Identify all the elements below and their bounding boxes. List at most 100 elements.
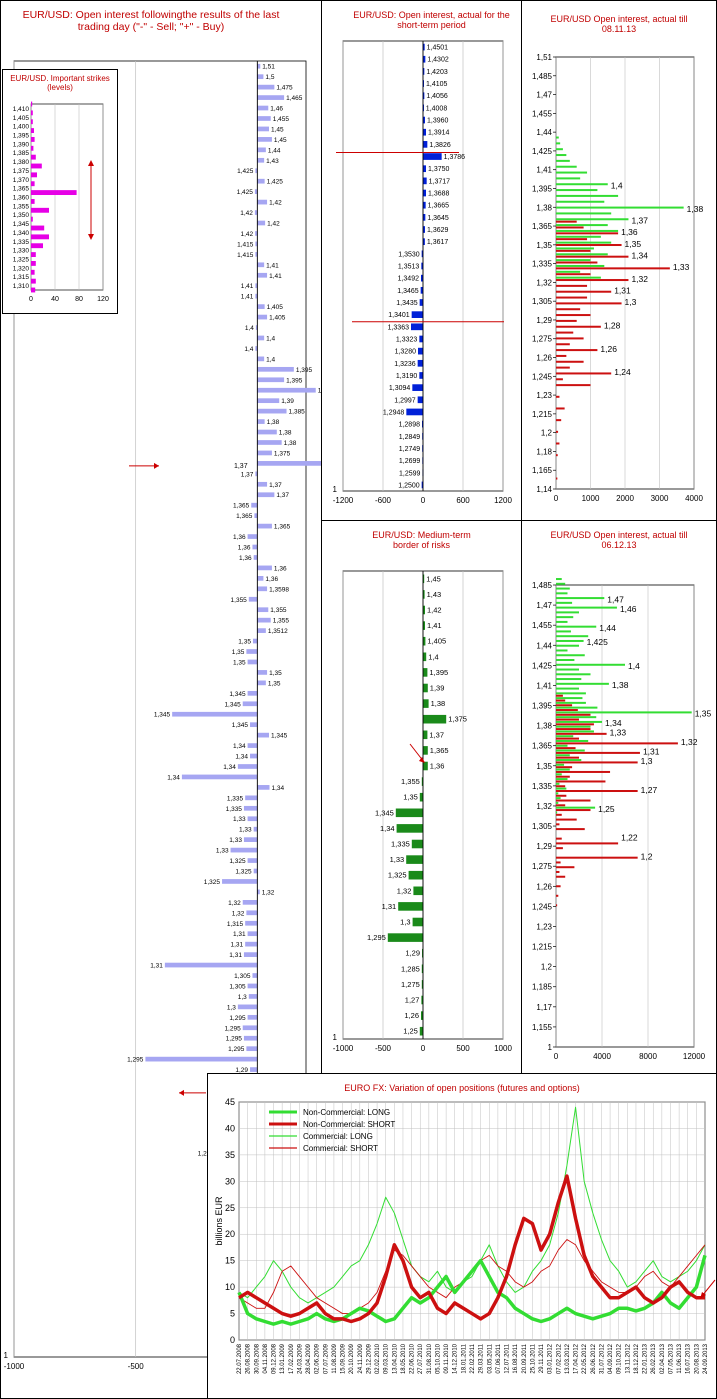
y-tick-label: 1,380 bbox=[13, 159, 30, 166]
y-tick-label: 1,385 bbox=[13, 150, 30, 157]
y-tick-label: 1,41 bbox=[536, 166, 552, 175]
y-tick-label: 15 bbox=[225, 1256, 235, 1266]
call-bar bbox=[556, 601, 573, 604]
bar bbox=[254, 189, 258, 194]
arrow-head bbox=[419, 757, 425, 763]
x-tick-label: 31.08.2010 bbox=[427, 1343, 433, 1374]
y-tick-label: 1,455 bbox=[532, 621, 553, 630]
y-tick-label: 1,245 bbox=[532, 902, 553, 911]
bar bbox=[423, 141, 428, 148]
bar bbox=[423, 652, 427, 662]
call-bar bbox=[556, 801, 559, 804]
bar-label: 1,355 bbox=[270, 607, 287, 614]
put-bar bbox=[556, 314, 591, 317]
bar bbox=[257, 617, 271, 623]
bar-label: 1,34 bbox=[380, 824, 395, 833]
call-bar bbox=[556, 754, 570, 757]
bar bbox=[246, 1046, 258, 1052]
bar bbox=[257, 576, 264, 581]
bar-label: 1,4 bbox=[244, 346, 253, 353]
bar bbox=[31, 190, 77, 196]
bar-label: 1,3 bbox=[238, 994, 247, 1001]
bar-label: 1,295 bbox=[229, 1015, 246, 1022]
y-tick-label: 1,47 bbox=[536, 91, 552, 100]
x-tick-label: 09.10.2012 bbox=[617, 1343, 623, 1374]
bar bbox=[257, 387, 316, 393]
bar bbox=[257, 116, 271, 121]
bar-label: 1,42 bbox=[269, 200, 282, 207]
bar-label: 1,44 bbox=[599, 623, 616, 633]
bar-label: 1,4008 bbox=[426, 105, 448, 112]
x-tick-label: 30.09.2008 bbox=[254, 1343, 260, 1374]
bar bbox=[257, 157, 265, 163]
bar-label: 1,34 bbox=[235, 754, 248, 761]
arrow-head bbox=[154, 462, 159, 469]
y-tick-label: 1,365 bbox=[532, 742, 553, 751]
bar bbox=[31, 101, 33, 107]
bar-label: 1,3786 bbox=[444, 154, 466, 161]
bar-label: 1,4203 bbox=[426, 69, 448, 76]
bar bbox=[247, 931, 258, 937]
bar-label: 1,3465 bbox=[397, 288, 419, 295]
bar-label: 1,35 bbox=[232, 649, 245, 656]
call-bar bbox=[556, 616, 574, 619]
bar-label: 1,46 bbox=[270, 106, 283, 113]
bar-label: 1,375 bbox=[274, 450, 291, 457]
x-tick-label: 11.08.2009 bbox=[332, 1343, 338, 1373]
bar bbox=[257, 419, 265, 424]
bar-label: 1,315 bbox=[227, 921, 244, 928]
bar-label: 1,42 bbox=[240, 231, 253, 238]
bar-label: 1,34 bbox=[223, 764, 236, 771]
y-tick-label: 1,41 bbox=[536, 681, 552, 690]
bar bbox=[423, 128, 426, 136]
bar-label: 1,335 bbox=[391, 840, 410, 849]
chart-oi-06-12-13: 0 4000 8000 12000 1,485 1,47 1,455 1,44 1,425 1,4… bbox=[532, 578, 712, 1061]
bar-label: 1,385 bbox=[289, 409, 306, 416]
put-bar bbox=[556, 761, 638, 764]
bar bbox=[257, 408, 287, 414]
x-tick-label: 8000 bbox=[639, 1052, 657, 1061]
bar bbox=[257, 178, 265, 184]
bar bbox=[251, 502, 258, 508]
y-tick-label: 1,32 bbox=[536, 802, 552, 811]
bar-label: 1,3435 bbox=[396, 300, 418, 307]
bar bbox=[417, 359, 423, 367]
call-bar bbox=[556, 673, 591, 676]
call-bar bbox=[556, 270, 581, 273]
call-bar bbox=[556, 663, 625, 666]
bar-label: 1,325 bbox=[388, 871, 407, 880]
y-tick-label: 1,315 bbox=[13, 274, 30, 281]
y-tick-label: 1,51 bbox=[536, 53, 552, 62]
bar bbox=[243, 952, 258, 957]
put-bar bbox=[556, 349, 598, 352]
bar bbox=[257, 670, 268, 675]
put-bar bbox=[556, 244, 622, 247]
bar-label: 1,41 bbox=[241, 294, 254, 301]
bar-label: 1,345 bbox=[229, 691, 246, 698]
bar bbox=[255, 471, 258, 477]
bar-label: 1,51 bbox=[262, 64, 275, 71]
put-bar bbox=[556, 255, 629, 258]
bar-label: 1,275 bbox=[401, 980, 420, 989]
bar bbox=[247, 1014, 258, 1020]
bar-label: 1,37 bbox=[631, 215, 648, 225]
put-bar bbox=[556, 742, 678, 745]
bar bbox=[423, 683, 428, 693]
y-axis-label: billions EUR bbox=[214, 1196, 224, 1246]
put-bar bbox=[556, 354, 567, 357]
x-tick-label: 40 bbox=[51, 296, 59, 303]
bar-label: 1,4 bbox=[628, 661, 640, 671]
call-bar bbox=[556, 659, 575, 662]
call-bar bbox=[556, 687, 579, 690]
x-tick-label: 0 bbox=[421, 496, 426, 505]
call-bar bbox=[556, 639, 584, 642]
bar-label: 1,3236 bbox=[394, 361, 416, 368]
y-tick-label: 25 bbox=[225, 1203, 235, 1213]
x-tick-label: 04.11.2008 bbox=[263, 1343, 269, 1373]
x-tick-label: 22.01.2013 bbox=[643, 1343, 649, 1374]
bar-label: 1,305 bbox=[234, 973, 251, 980]
bar-label: 1,34 bbox=[167, 774, 180, 781]
bar-label: 1,32 bbox=[262, 889, 275, 896]
bar bbox=[31, 234, 49, 240]
y-tick-label: 1,395 bbox=[532, 184, 553, 193]
